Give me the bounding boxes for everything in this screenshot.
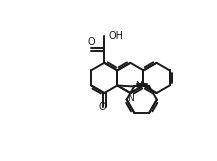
Text: N: N <box>135 81 142 90</box>
Text: O: O <box>88 37 95 47</box>
Text: N: N <box>127 94 134 103</box>
Text: OH: OH <box>108 31 123 41</box>
Text: O: O <box>98 102 106 112</box>
